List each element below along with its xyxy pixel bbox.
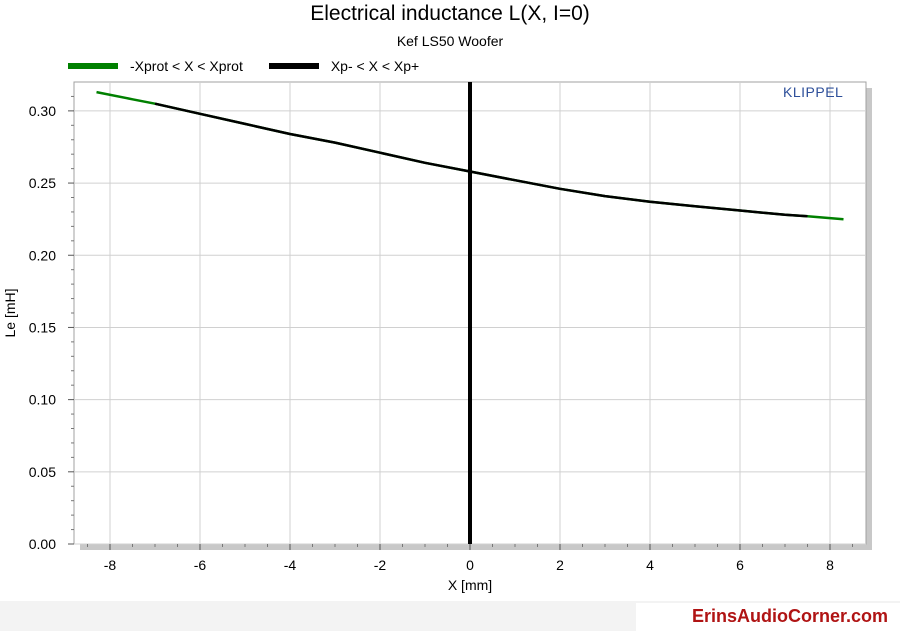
footer-watermark: ErinsAudioCorner.com — [691, 606, 888, 626]
chart-subtitle: Kef LS50 Woofer — [396, 33, 504, 49]
y-tick-label: 0.30 — [29, 103, 56, 119]
ticks — [68, 95, 853, 550]
legend-item-xp: Xp- < X < Xp+ — [268, 58, 420, 74]
legend-swatch-black — [268, 63, 319, 69]
y-tick-label: 0.15 — [29, 319, 56, 335]
x-tick-label: -4 — [284, 557, 297, 573]
x-tick-label: 0 — [466, 557, 474, 573]
x-tick-label: 4 — [646, 557, 654, 573]
legend-item-xprot: -Xprot < X < Xprot — [68, 58, 243, 74]
y-tick-label: 0.25 — [29, 175, 56, 191]
x-tick-label: -6 — [194, 557, 207, 573]
y-tick-label: 0.00 — [29, 536, 56, 552]
legend: -Xprot < X < Xprot Xp- < X < Xp+ — [68, 56, 445, 76]
y-tick-label: 0.05 — [29, 464, 56, 480]
x-tick-label: 8 — [826, 557, 834, 573]
legend-swatch-green — [68, 63, 118, 69]
y-tick-label: 0.10 — [29, 392, 56, 408]
footer-box — [636, 603, 900, 631]
chart-title: Electrical inductance L(X, I=0) — [310, 2, 590, 25]
y-axis-label: Le [mH] — [2, 288, 18, 337]
x-tick-label: 2 — [556, 557, 564, 573]
klippel-logo-text: KLIPPEL — [783, 84, 844, 100]
x-axis-label: X [mm] — [448, 577, 492, 593]
x-tick-label: -2 — [374, 557, 387, 573]
x-tick-label: 6 — [736, 557, 744, 573]
legend-label-xp: Xp- < X < Xp+ — [330, 58, 420, 74]
tick-labels: -8 -6 -4 -2 0 2 4 6 8 0.00 0.05 0.10 0.15 0.20 0.25 0.3… — [29, 103, 834, 573]
legend-label-xprot: -Xprot < X < Xprot — [130, 58, 243, 74]
x-tick-label: -8 — [104, 557, 117, 573]
series-line-2 — [154, 102, 808, 218]
series — [96, 82, 844, 544]
y-tick-label: 0.20 — [29, 247, 56, 263]
